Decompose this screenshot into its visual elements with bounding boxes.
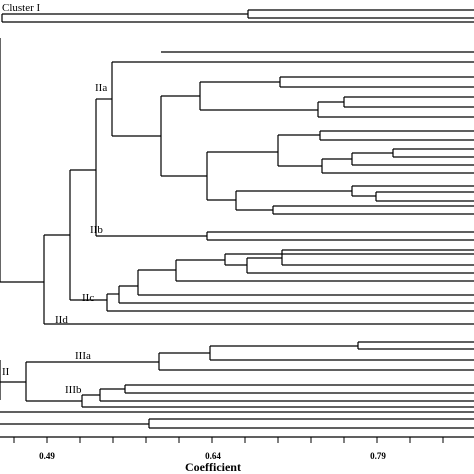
tick-label-0-79: 0.79 [370,451,386,461]
label-cluster-iic: IIc [82,292,94,304]
tick-label-0-49: 0.49 [39,451,55,461]
label-cluster-iia: IIa [95,82,107,94]
label-cluster-iid: IId [55,314,68,326]
dendrogram-tree [0,9,474,429]
label-cluster-ii: II [2,366,10,378]
x-axis-title: Coefficient [185,460,241,474]
label-cluster-iiib: IIIb [65,384,82,396]
x-axis: 0.49 0.64 0.79 Coefficient [0,436,474,474]
label-cluster-iiia: IIIa [75,350,91,362]
tick-label-0-64: 0.64 [205,451,221,461]
x-axis-ticks [13,437,444,443]
label-cluster-i: Cluster I [2,2,41,14]
label-cluster-iib: IIb [90,224,103,236]
cluster-labels: Cluster I IIa IIb IIc IId II IIIa IIIb [2,2,107,396]
